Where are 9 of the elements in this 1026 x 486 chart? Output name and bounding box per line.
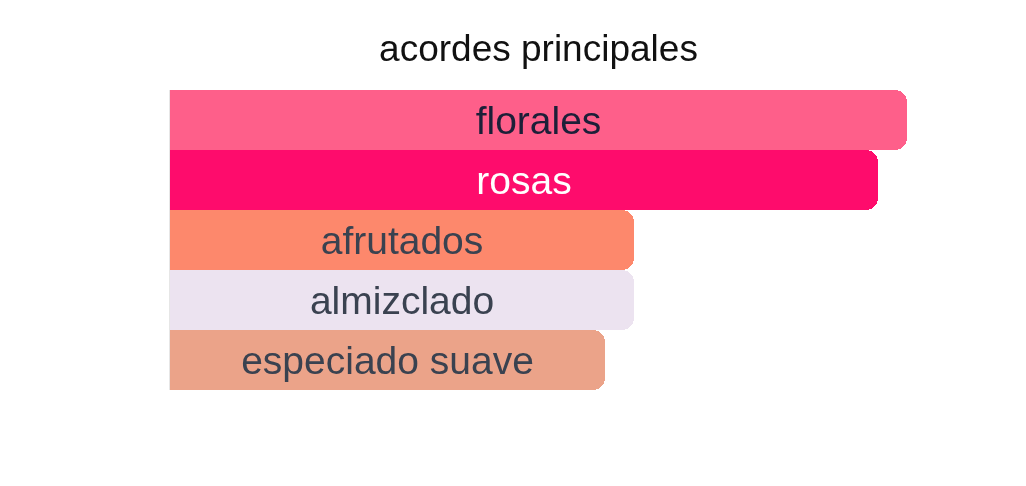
y-tick-label: almizclado <box>309 278 495 322</box>
y-tick-label: florales <box>475 98 602 142</box>
bar <box>170 90 907 150</box>
y-tick-label: especiado suave <box>241 338 534 382</box>
y-tick-label: rosas <box>476 158 572 202</box>
bar <box>170 150 878 210</box>
y-tick-label: afrutados <box>320 218 484 262</box>
bar <box>170 210 634 270</box>
chart-title: acordes principales <box>379 27 698 69</box>
